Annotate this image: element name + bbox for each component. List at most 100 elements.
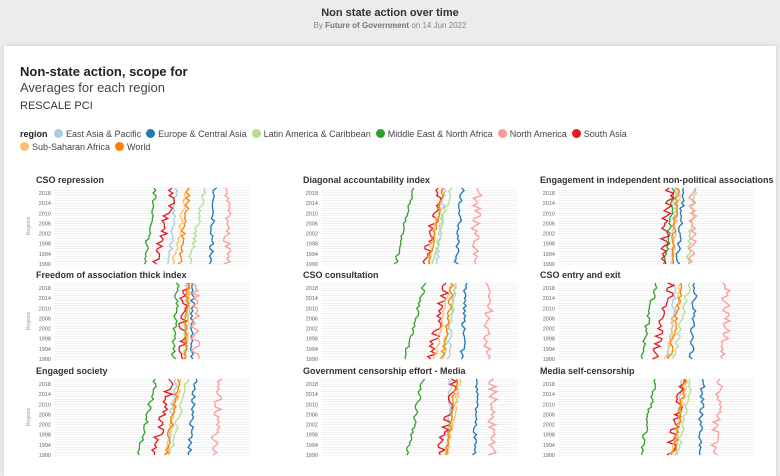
series-line [688, 282, 698, 360]
legend-item[interactable]: Middle East & North Africa [375, 128, 493, 141]
y-tick-label: 2010 [39, 211, 51, 217]
series-line [182, 282, 191, 360]
y-tick-label: 2006 [543, 221, 555, 227]
series-line [187, 378, 198, 456]
y-tick-label: 2014 [306, 201, 318, 207]
legend-label: Europe & Central Asia [158, 129, 247, 139]
legend-item[interactable]: South Asia [571, 128, 627, 141]
y-tick-label: 2014 [39, 392, 51, 398]
y-tick-label: 1994 [39, 347, 51, 353]
series-line [676, 378, 692, 456]
y-axis-label: Regions [26, 311, 32, 330]
y-tick-label: 2010 [306, 306, 318, 312]
y-tick-label: 1994 [543, 443, 555, 449]
y-tick-label: 1994 [306, 443, 318, 449]
byline: By Future of Government on 14 Jun 2022 [0, 21, 780, 30]
legend-item[interactable]: North America [497, 128, 567, 141]
y-tick-label: 2010 [306, 211, 318, 217]
legend-item[interactable]: Latin America & Caribbean [251, 128, 371, 141]
y-tick-label: 2010 [543, 402, 555, 408]
byline-prefix: By [313, 21, 323, 30]
y-tick-label: 2006 [39, 221, 51, 227]
y-tick-label: 2010 [39, 402, 51, 408]
legend-swatch [146, 129, 156, 138]
y-tick-label: 2014 [306, 296, 318, 302]
series-line [137, 378, 157, 456]
y-tick-label: 2018 [306, 286, 318, 292]
series-line [172, 187, 190, 265]
legend-swatch [54, 129, 64, 138]
y-tick-label: 2018 [306, 191, 318, 197]
series-line [427, 187, 444, 265]
panel: Government censorship effort - Media 2018… [303, 366, 517, 459]
y-tick-label: 1990 [39, 453, 51, 459]
panel: Diagonal accountability index 2018 2014 201… [303, 175, 517, 268]
series-line [188, 187, 207, 265]
series-line [168, 378, 190, 456]
legend-item[interactable]: World [115, 141, 150, 154]
panel: CSO consultation 2018 2014 2010 2006 2002 1998… [303, 270, 517, 363]
y-tick-label: 1998 [543, 433, 555, 439]
y-tick-label: 2018 [39, 286, 51, 292]
series-line [151, 187, 176, 265]
legend-label: North America [509, 129, 567, 139]
legend-swatch [497, 129, 507, 138]
y-tick-label: 2006 [543, 412, 555, 418]
y-tick-label: 1990 [306, 262, 318, 268]
panel: Engaged society Regions 2018 2014 2010 2006 20… [26, 366, 250, 459]
legend-label: South Asia [583, 129, 627, 139]
y-tick-label: 2010 [543, 211, 555, 217]
series-line [426, 282, 450, 360]
legend-item[interactable]: Sub-Saharan Africa [20, 141, 110, 154]
legend-swatch [571, 129, 581, 138]
series-line [667, 282, 683, 360]
y-tick-label: 1990 [543, 453, 555, 459]
rescale-pci-toggle[interactable]: RESCALE PCI [20, 100, 93, 112]
y-tick-label: 1990 [306, 357, 318, 363]
y-tick-label: 2018 [39, 191, 51, 197]
y-tick-label: 1994 [39, 443, 51, 449]
series-line [659, 187, 675, 265]
chart-title: Non-state action, scope for [20, 64, 188, 79]
panel-title: Freedom of association thick index [36, 270, 187, 280]
y-tick-label: 2002 [39, 423, 51, 429]
panel-title: Engaged society [36, 366, 108, 376]
y-tick-label: 2006 [39, 316, 51, 322]
y-tick-label: 2002 [39, 232, 51, 238]
y-tick-label: 2014 [39, 296, 51, 302]
series-line [208, 187, 218, 265]
series-line [440, 282, 455, 360]
series-line [470, 187, 484, 265]
y-tick-label: 1990 [306, 453, 318, 459]
y-tick-label: 2010 [306, 402, 318, 408]
series-line [652, 282, 676, 360]
y-tick-label: 2018 [543, 191, 555, 197]
y-tick-label: 1998 [306, 242, 318, 248]
legend-swatch [115, 142, 125, 151]
series-line [640, 378, 656, 456]
y-tick-label: 1998 [543, 337, 555, 343]
y-tick-label: 2014 [543, 201, 555, 207]
author-link[interactable]: Future of Government [325, 21, 410, 30]
panel: Freedom of association thick index Region… [26, 270, 250, 363]
legend-label: East Asia & Pacific [66, 129, 142, 139]
legend-item[interactable]: East Asia & Pacific [54, 128, 141, 141]
panel: Media self-censorship 2018 2014 2010 2006 200… [540, 366, 754, 459]
panel-title: Engagement in independent non-political … [540, 175, 774, 185]
panel-title: CSO consultation [303, 270, 379, 280]
y-tick-label: 1998 [306, 433, 318, 439]
series-line [170, 282, 180, 360]
legend-label: Latin America & Caribbean [263, 129, 371, 139]
y-tick-label: 2006 [543, 316, 555, 322]
legend-label: World [127, 142, 151, 152]
panel-title: Media self-censorship [540, 366, 635, 376]
series-line [459, 282, 468, 360]
series-line [486, 378, 499, 456]
series-line [671, 187, 681, 265]
series-line [223, 187, 232, 265]
y-tick-label: 2006 [306, 221, 318, 227]
series-line [446, 282, 457, 360]
series-line [444, 378, 459, 456]
legend-item[interactable]: Europe & Central Asia [146, 128, 247, 141]
series-line [453, 187, 466, 265]
